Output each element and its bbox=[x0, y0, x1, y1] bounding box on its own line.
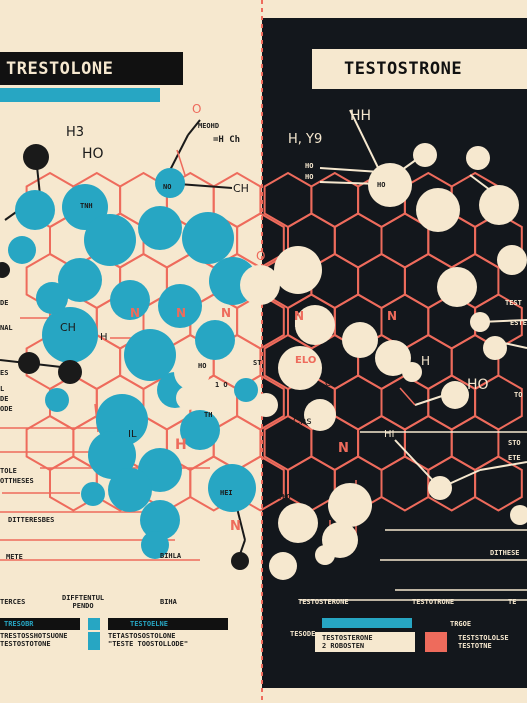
left-side-label-1: DE bbox=[0, 299, 9, 307]
right-footer-row2-right: TESTSTOLOLSE TESTOTNE bbox=[458, 634, 509, 650]
left-footer-col2: DIFFTENTUL PENDO bbox=[62, 594, 105, 610]
right-footer-row1-teal bbox=[322, 618, 412, 628]
right-label-hh: HH bbox=[350, 108, 372, 124]
right-side-label-1: TEST bbox=[505, 299, 522, 307]
left-side-label-2: NAL bbox=[0, 324, 13, 332]
left-label-ho: HO bbox=[82, 146, 104, 162]
left-footer-row1-right-box bbox=[108, 618, 228, 630]
left-label-n-bottom: N bbox=[230, 519, 241, 534]
right-footer-row1: TESODE bbox=[290, 630, 316, 638]
right-label-ho-1: HO bbox=[305, 162, 314, 170]
right-label-tho: THO bbox=[278, 493, 291, 501]
right-label-ho-2: HO bbox=[305, 173, 314, 181]
right-side-label-3: TO bbox=[514, 391, 523, 399]
left-footer-row2-teal bbox=[88, 632, 100, 650]
right-spheres bbox=[240, 143, 527, 580]
left-footer-col1: TERCES bbox=[0, 598, 26, 606]
left-label-meohd: MEOHD bbox=[198, 122, 220, 130]
left-annotation-3: BIHLA bbox=[160, 552, 182, 560]
left-cream-spheres bbox=[174, 354, 210, 410]
right-footer-row2-coral bbox=[425, 632, 447, 652]
left-label-hei: HEI bbox=[220, 489, 233, 497]
right-footer-row2-box bbox=[315, 632, 415, 652]
left-annotation-1: DITTERESBES bbox=[8, 516, 55, 524]
left-title-underline bbox=[0, 88, 160, 102]
left-label-n3: N bbox=[221, 306, 232, 320]
left-footer-row2-right: TETASTOSOSTOLONE "TESTE TOOSTOLLODE" bbox=[108, 632, 189, 648]
right-footer-row2-left: TESTOSTERONE 2 ROBOSTEN bbox=[322, 634, 373, 650]
left-label-n1: N bbox=[130, 306, 141, 320]
right-label-hy: H, Y9 bbox=[288, 132, 323, 147]
right-label-chs: Chs bbox=[293, 416, 312, 427]
right-footer-col3: TE bbox=[508, 598, 517, 606]
left-side-label-3: ES bbox=[0, 369, 9, 377]
left-spheres bbox=[8, 168, 258, 559]
left-label-no: NO bbox=[163, 183, 172, 191]
right-side-label-4: STO bbox=[508, 439, 521, 447]
right-footer-col2: TESTOTRONE bbox=[412, 598, 455, 606]
right-side-label-2: ESTE bbox=[510, 319, 527, 327]
left-footer-row1-dark bbox=[0, 618, 80, 630]
right-side-label-5: ETE bbox=[508, 454, 521, 462]
left-label-tnh: TNH bbox=[80, 202, 93, 210]
left-side-label-7: TOLE bbox=[0, 467, 17, 475]
left-side-label-5: DE bbox=[0, 395, 9, 403]
left-footer-row1-right: TESTOELNE bbox=[130, 620, 168, 628]
right-label-ho-3: HO bbox=[377, 181, 386, 189]
left-label-il: IL bbox=[128, 429, 137, 440]
left-footer-col3: BIHA bbox=[160, 598, 177, 606]
left-label-hch: =H Ch bbox=[213, 135, 241, 145]
right-title: TESTOSTRONE bbox=[312, 49, 527, 89]
right-annotation-1: DITHESE bbox=[490, 549, 520, 557]
left-label-one-o: 1 O bbox=[215, 381, 228, 389]
left-label-o-mid: O bbox=[256, 249, 266, 263]
left-side-label-6: ODE bbox=[0, 405, 13, 413]
left-footer-row2-left: TRESTOSSHOTSUONE TESTOSTOTONE bbox=[0, 632, 68, 648]
right-footer-row1-right: TRGOE bbox=[450, 620, 472, 628]
right-label-o-small: O bbox=[325, 379, 333, 389]
left-side-label-8: OTTHESES bbox=[0, 477, 34, 485]
left-label-n2: N bbox=[176, 306, 187, 320]
right-label-n-low: N bbox=[338, 441, 349, 456]
left-label-h3: H3 bbox=[66, 125, 85, 140]
right-hexagon bbox=[474, 455, 523, 512]
left-dark-spheres bbox=[0, 144, 249, 570]
left-label-ch-left: CH bbox=[60, 321, 76, 334]
left-label-h-small: H bbox=[100, 332, 108, 343]
right-label-st: ST bbox=[253, 359, 262, 367]
right-footer-col1: TESTOSTERONE bbox=[298, 598, 349, 606]
left-label-ho-center: HO bbox=[198, 362, 207, 370]
left-footer-row1-dark-label: TRESOBR bbox=[4, 620, 34, 628]
left-footer-row1-teal bbox=[88, 618, 100, 630]
right-label-h-mid: H bbox=[421, 354, 431, 368]
right-label-ho-right: HO bbox=[467, 377, 489, 393]
right-label-elo: ELO bbox=[295, 355, 317, 366]
right-label-th-small: TH bbox=[204, 411, 213, 419]
right-label-n-mid2: N bbox=[387, 309, 398, 323]
right-cream-lines bbox=[300, 431, 527, 601]
right-label-h-small: H bbox=[294, 319, 302, 330]
left-side-label-4: L bbox=[0, 385, 5, 393]
left-title: TRESTOLONE bbox=[0, 52, 183, 85]
left-label-h-center: H bbox=[175, 437, 187, 453]
left-annotation-2: METE bbox=[6, 553, 23, 561]
right-label-hi: HI bbox=[384, 429, 395, 440]
left-label-ch-right: CH bbox=[233, 182, 249, 195]
right-label-n-mid: N bbox=[294, 309, 305, 323]
left-label-o-top: O bbox=[192, 102, 202, 116]
